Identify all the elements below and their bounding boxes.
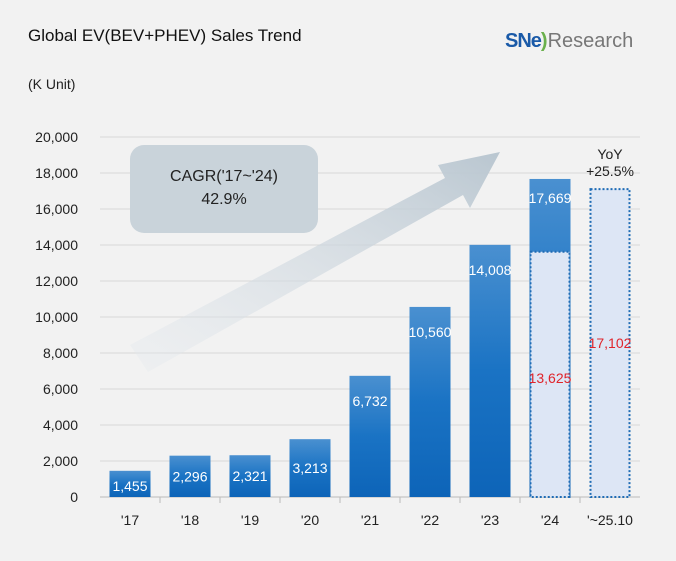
bar-'23	[469, 244, 511, 497]
yoy-label: YoY	[597, 146, 623, 162]
x-tick-label: '17	[121, 512, 139, 528]
bar-value-label: 6,732	[352, 393, 387, 409]
partial-bar-'24	[529, 250, 571, 498]
y-tick-label: 16,000	[35, 201, 78, 217]
x-tick-label: '20	[301, 512, 319, 528]
unit-label: (K Unit)	[28, 76, 76, 92]
sne-research-logo: SNe)Research	[505, 30, 634, 52]
x-tick-label: '~25.10	[587, 512, 633, 528]
bar-value-label: 2,321	[232, 468, 267, 484]
chart-title: Global EV(BEV+PHEV) Sales Trend	[28, 26, 302, 45]
x-tick-label: '23	[481, 512, 499, 528]
bar-'20	[289, 439, 331, 497]
y-tick-label: 0	[70, 489, 78, 505]
yoy-value: +25.5%	[586, 163, 634, 179]
growth-arrow	[130, 152, 500, 372]
bar-value-label: 3,213	[292, 460, 327, 476]
cagr-box	[130, 145, 318, 233]
x-tick-label: '21	[361, 512, 379, 528]
bar-'21	[349, 375, 391, 497]
x-tick-label: '18	[181, 512, 199, 528]
bar-'17	[109, 470, 151, 497]
x-tick-label: '24	[541, 512, 559, 528]
bar-'18	[169, 455, 211, 497]
cagr-label: CAGR('17~'24)	[170, 168, 278, 185]
y-tick-label: 2,000	[43, 453, 78, 469]
bar-value-label: 14,008	[469, 262, 512, 278]
y-tick-label: 20,000	[35, 129, 78, 145]
bar-value-label: 1,455	[112, 478, 147, 494]
bar-value-label: 17,669	[529, 190, 572, 206]
y-tick-label: 6,000	[43, 381, 78, 397]
cagr-value: 42.9%	[201, 191, 246, 208]
x-tick-label: '22	[421, 512, 439, 528]
y-tick-label: 18,000	[35, 165, 78, 181]
partial-value-label: 13,625	[529, 370, 572, 386]
y-tick-label: 12,000	[35, 273, 78, 289]
x-tick-label: '19	[241, 512, 259, 528]
y-tick-label: 4,000	[43, 417, 78, 433]
bar-'19	[229, 455, 271, 497]
partial-bar-'~25.10	[589, 188, 631, 498]
y-tick-label: 10,000	[35, 309, 78, 325]
bar-value-label: 2,296	[172, 468, 207, 484]
y-tick-label: 8,000	[43, 345, 78, 361]
y-tick-label: 14,000	[35, 237, 78, 253]
bar-value-label: 10,560	[409, 324, 452, 340]
bar-'22	[409, 306, 451, 497]
partial-value-label: 17,102	[589, 335, 632, 351]
